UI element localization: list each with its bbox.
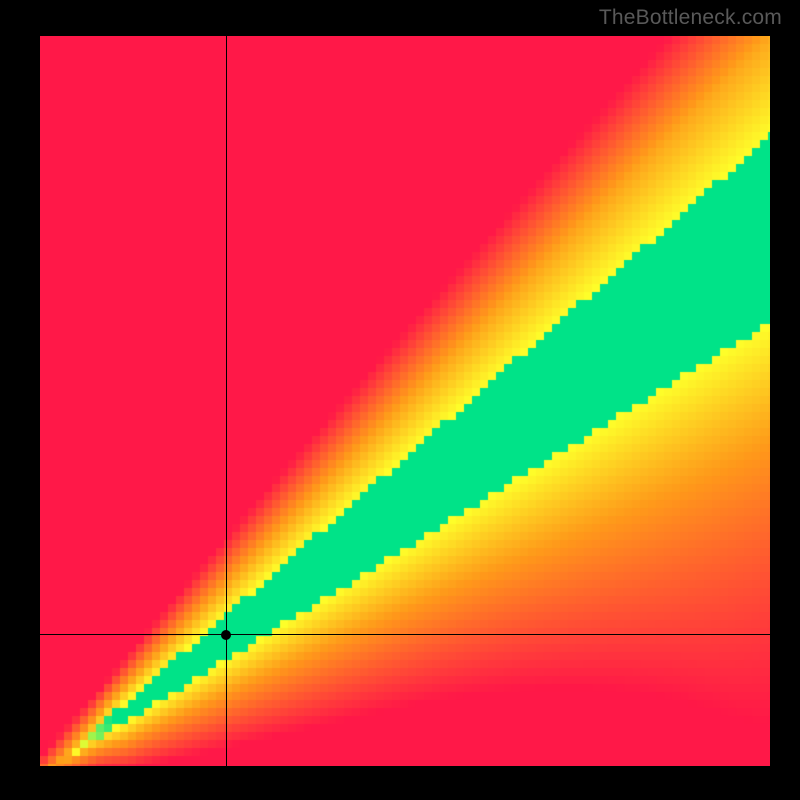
crosshair-horizontal [40, 634, 770, 635]
crosshair-marker [221, 630, 231, 640]
watermark-text: TheBottleneck.com [599, 6, 782, 30]
heatmap-canvas [40, 36, 770, 766]
heatmap-plot [40, 36, 770, 766]
crosshair-vertical [226, 36, 227, 766]
